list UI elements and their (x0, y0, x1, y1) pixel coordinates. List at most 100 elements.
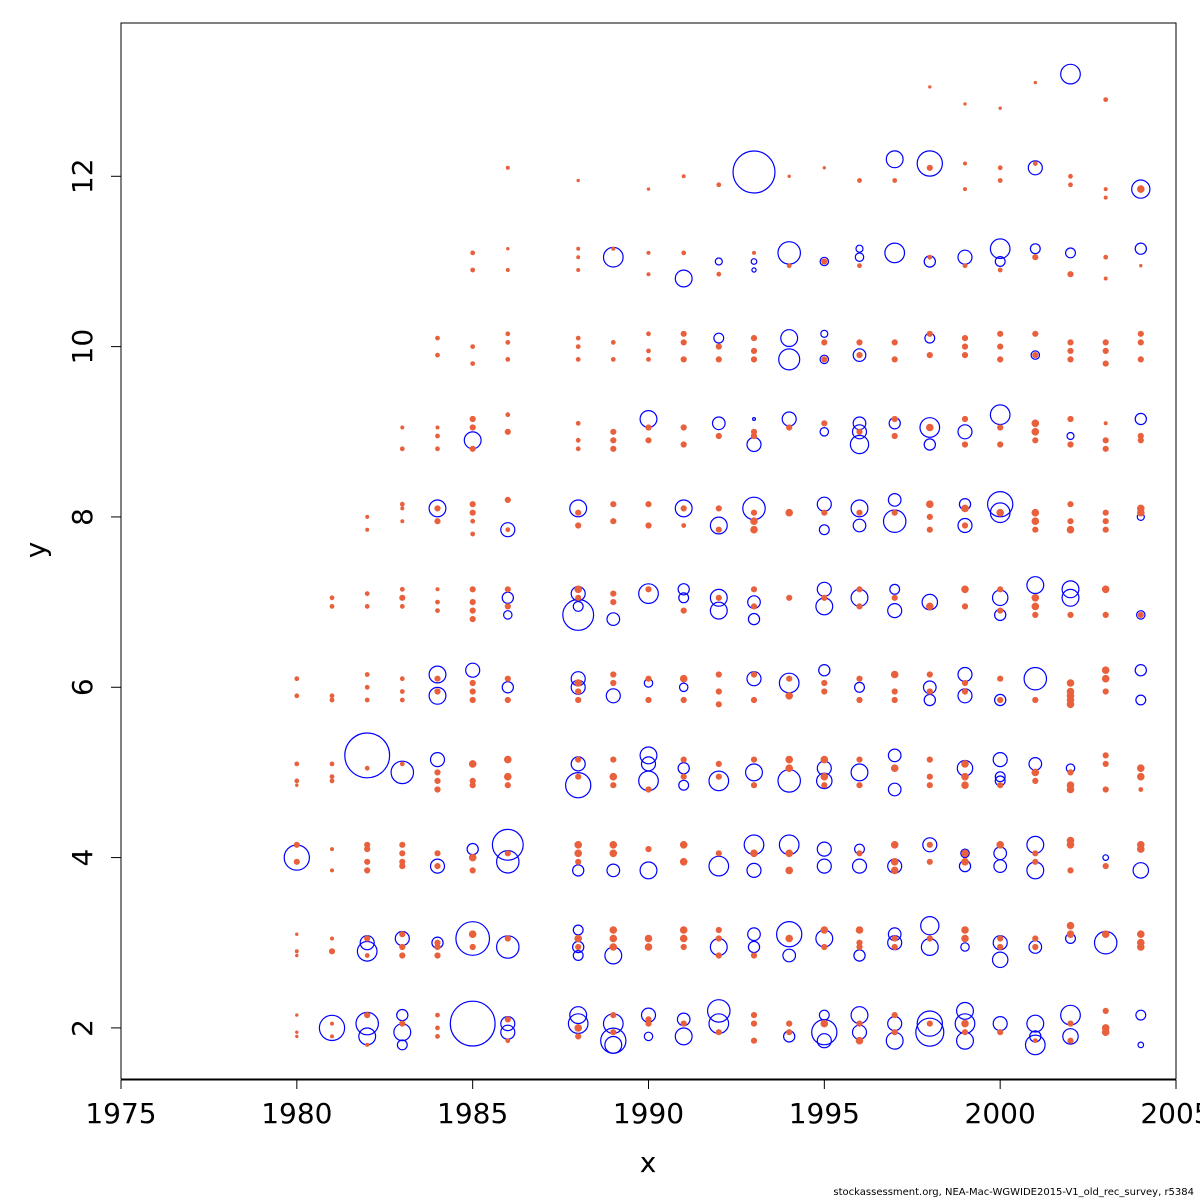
negative-point (469, 867, 476, 874)
negative-point (435, 1025, 440, 1031)
positive-point (852, 416, 867, 431)
negative-point (399, 604, 405, 609)
negative-point (329, 868, 334, 873)
negative-point (645, 424, 652, 431)
negative-point (399, 594, 406, 601)
positive-point (1135, 694, 1147, 706)
negative-point (821, 688, 828, 695)
negative-point (1032, 161, 1038, 166)
negative-point (715, 926, 722, 934)
positive-point (396, 1008, 409, 1022)
negative-point (1102, 445, 1109, 452)
negative-point (750, 509, 758, 516)
negative-point (575, 356, 581, 362)
negative-point (399, 586, 405, 592)
positive-point (919, 417, 941, 438)
negative-point (364, 672, 370, 677)
negative-point (927, 254, 933, 260)
negative-point (750, 335, 758, 342)
positive-point (957, 249, 973, 265)
positive-point (643, 1031, 654, 1042)
positive-point (318, 1014, 346, 1042)
positive-point (390, 760, 415, 785)
positive-point (638, 583, 659, 604)
negative-point (469, 943, 476, 951)
negative-point (750, 1011, 758, 1019)
negative-point (576, 267, 581, 272)
negative-point (750, 849, 758, 858)
negative-point (504, 496, 511, 504)
negative-point (821, 679, 828, 687)
positive-point (1064, 247, 1076, 259)
negative-point (1137, 772, 1145, 781)
positive-point (429, 858, 446, 874)
negative-point (434, 943, 441, 951)
negative-point (926, 773, 933, 780)
negative-point (1067, 611, 1074, 619)
negative-point (1032, 330, 1039, 337)
positive-point (777, 769, 801, 793)
negative-point (1067, 1020, 1074, 1027)
negative-point (1067, 415, 1074, 423)
negative-point (1137, 930, 1145, 939)
negative-point (822, 166, 826, 170)
positive-point (465, 662, 481, 678)
positive-point (744, 763, 763, 782)
negative-point (786, 263, 792, 269)
negative-point (997, 330, 1004, 337)
negative-point (434, 769, 441, 776)
negative-point (576, 178, 580, 183)
negative-point (294, 778, 300, 784)
positive-point (678, 592, 690, 604)
negative-point (856, 428, 863, 435)
negative-point (575, 344, 581, 349)
negative-point (434, 786, 441, 793)
negative-point (961, 849, 969, 858)
negative-point (820, 926, 829, 934)
positive-point (960, 942, 970, 952)
negative-point (1066, 930, 1075, 939)
positive-point (565, 772, 592, 799)
positive-point (850, 763, 869, 782)
negative-point (1032, 437, 1039, 444)
negative-point (961, 772, 969, 781)
positive-point (993, 846, 1008, 861)
negative-point (364, 604, 370, 609)
negative-point (645, 437, 652, 444)
negative-point (295, 1013, 299, 1017)
negative-point (997, 607, 1004, 614)
negative-point (503, 755, 512, 764)
x-axis-title: x (640, 1146, 657, 1179)
positive-point (777, 241, 801, 265)
negative-point (469, 424, 476, 431)
negative-point (680, 441, 687, 448)
positive-point (396, 1039, 408, 1051)
positive-point (455, 921, 491, 956)
negative-point (750, 696, 758, 704)
positive-point (572, 864, 585, 877)
negative-point (1031, 602, 1040, 611)
positive-point (711, 416, 726, 431)
negative-point (505, 412, 511, 418)
x-tick-label: 1985 (437, 1097, 508, 1130)
negative-point (609, 934, 618, 943)
negative-point (435, 1034, 440, 1039)
negative-point (504, 428, 511, 435)
positive-point (854, 252, 865, 263)
negative-point (1103, 421, 1108, 426)
negative-point (961, 335, 969, 342)
negative-point (997, 586, 1004, 593)
negative-point (750, 952, 758, 959)
negative-point (399, 501, 405, 507)
negative-point (715, 773, 722, 780)
positive-point (709, 601, 728, 620)
negative-point (610, 501, 617, 508)
positive-point (818, 524, 830, 536)
negative-point (997, 441, 1004, 448)
negative-point (1067, 769, 1074, 776)
negative-point (1102, 760, 1109, 768)
negative-point (1137, 437, 1144, 444)
negative-point (716, 271, 722, 277)
positive-point (605, 688, 621, 704)
negative-point (716, 182, 722, 188)
